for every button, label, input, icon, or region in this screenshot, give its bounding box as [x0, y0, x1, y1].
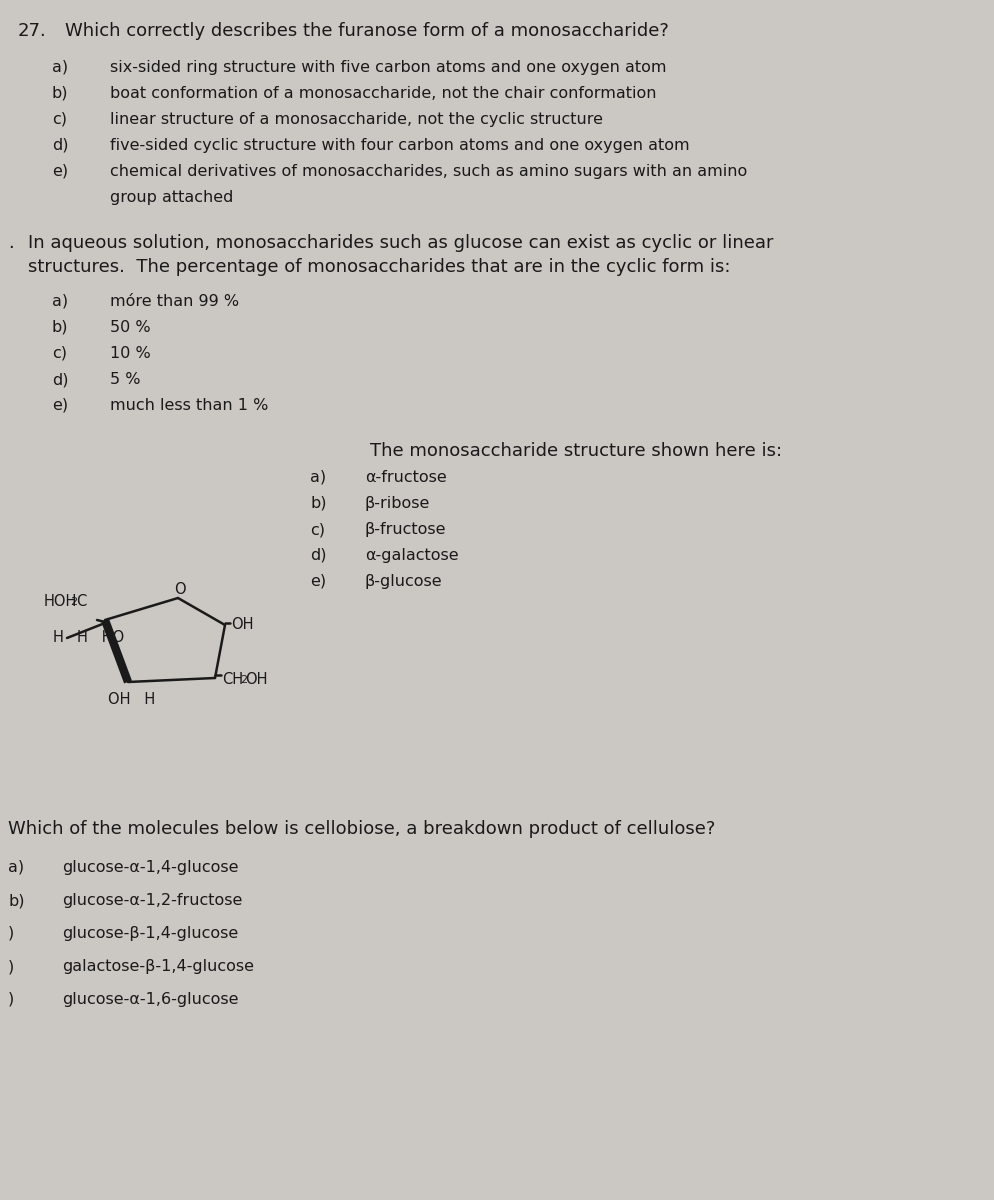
Text: C: C — [76, 594, 86, 608]
Text: 50 %: 50 % — [110, 320, 150, 335]
Text: 2: 2 — [240, 674, 247, 685]
Text: OH   H: OH H — [108, 692, 155, 707]
Text: c): c) — [52, 346, 67, 361]
Text: β-ribose: β-ribose — [365, 496, 430, 511]
Text: b): b) — [52, 86, 69, 101]
Text: ): ) — [8, 992, 14, 1007]
Text: d): d) — [310, 548, 326, 563]
Text: 2: 2 — [70, 598, 78, 607]
Text: e): e) — [52, 164, 68, 179]
Text: H: H — [53, 630, 64, 646]
Text: e): e) — [310, 574, 326, 589]
Text: OH: OH — [245, 672, 267, 686]
Text: five-sided cyclic structure with four carbon atoms and one oxygen atom: five-sided cyclic structure with four ca… — [110, 138, 689, 152]
Text: ): ) — [8, 959, 14, 974]
Text: α-galactose: α-galactose — [365, 548, 458, 563]
Text: b): b) — [52, 320, 69, 335]
Text: b): b) — [310, 496, 326, 511]
Text: a): a) — [310, 470, 326, 485]
Text: b): b) — [8, 893, 25, 908]
Text: c): c) — [52, 112, 67, 127]
Text: ): ) — [8, 926, 14, 941]
Text: c): c) — [310, 522, 325, 538]
Text: glucose-β-1,4-glucose: glucose-β-1,4-glucose — [62, 926, 238, 941]
Text: linear structure of a monosaccharide, not the cyclic structure: linear structure of a monosaccharide, no… — [110, 112, 602, 127]
Text: Which correctly describes the furanose form of a monosaccharide?: Which correctly describes the furanose f… — [65, 22, 668, 40]
Text: 5 %: 5 % — [110, 372, 140, 386]
Text: β-glucose: β-glucose — [365, 574, 442, 589]
Text: glucose-α-1,2-fructose: glucose-α-1,2-fructose — [62, 893, 243, 908]
Text: a): a) — [52, 60, 68, 74]
Text: a): a) — [8, 860, 24, 875]
Text: β-fructose: β-fructose — [365, 522, 446, 538]
Text: 27.: 27. — [18, 22, 47, 40]
Text: glucose-α-1,6-glucose: glucose-α-1,6-glucose — [62, 992, 239, 1007]
Text: much less than 1 %: much less than 1 % — [110, 398, 268, 413]
Text: .: . — [8, 234, 14, 252]
Text: a): a) — [52, 294, 68, 308]
Text: e): e) — [52, 398, 68, 413]
Text: In aqueous solution, monosaccharides such as glucose can exist as cyclic or line: In aqueous solution, monosaccharides suc… — [28, 234, 772, 252]
Text: d): d) — [52, 372, 69, 386]
Text: OH: OH — [231, 617, 253, 632]
Text: móre than 99 %: móre than 99 % — [110, 294, 239, 308]
Text: glucose-α-1,4-glucose: glucose-α-1,4-glucose — [62, 860, 239, 875]
Text: Which of the molecules below is cellobiose, a breakdown product of cellulose?: Which of the molecules below is cellobio… — [8, 820, 715, 838]
Text: structures.  The percentage of monosaccharides that are in the cyclic form is:: structures. The percentage of monosaccha… — [28, 258, 730, 276]
Text: 10 %: 10 % — [110, 346, 151, 361]
Text: chemical derivatives of monosaccharides, such as amino sugars with an amino: chemical derivatives of monosaccharides,… — [110, 164, 746, 179]
Text: group attached: group attached — [110, 190, 234, 205]
Text: six-sided ring structure with five carbon atoms and one oxygen atom: six-sided ring structure with five carbo… — [110, 60, 666, 74]
Text: HOH: HOH — [44, 594, 78, 608]
Text: d): d) — [52, 138, 69, 152]
Text: galactose-β-1,4-glucose: galactose-β-1,4-glucose — [62, 959, 253, 974]
Text: α-fructose: α-fructose — [365, 470, 446, 485]
Text: H   HO: H HO — [77, 630, 124, 646]
Text: CH: CH — [222, 672, 243, 686]
Text: O: O — [174, 582, 186, 596]
Text: The monosaccharide structure shown here is:: The monosaccharide structure shown here … — [370, 442, 781, 460]
Text: boat conformation of a monosaccharide, not the chair conformation: boat conformation of a monosaccharide, n… — [110, 86, 656, 101]
